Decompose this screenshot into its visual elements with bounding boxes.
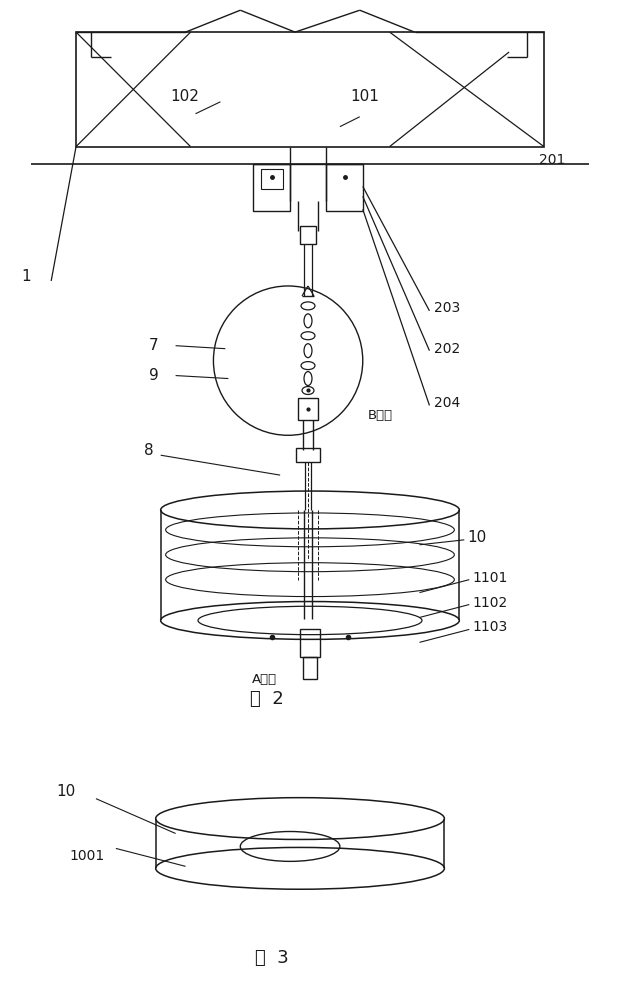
Bar [76,32,544,147]
Bar [296,448,320,462]
Text: 1001: 1001 [69,849,104,863]
Text: 202: 202 [434,342,460,356]
Text: 1101: 1101 [472,571,507,585]
Text: 102: 102 [171,89,200,104]
Text: 8: 8 [144,443,153,458]
Bar [298,398,318,420]
Text: 1: 1 [21,269,31,284]
Bar [303,657,317,679]
Bar [253,164,290,211]
Bar [261,169,283,189]
Text: 1102: 1102 [472,596,507,610]
Text: 9: 9 [149,368,158,383]
Bar [300,226,316,244]
Text: 101: 101 [350,89,379,104]
Text: 10: 10 [56,784,75,799]
Text: 201: 201 [539,153,565,167]
Text: B放大: B放大 [368,409,393,422]
Text: 203: 203 [434,301,460,315]
Text: 10: 10 [467,530,486,545]
Text: 204: 204 [434,396,460,410]
Text: 图  3: 图 3 [255,949,289,967]
Text: A放大: A放大 [252,673,277,686]
Text: 7: 7 [149,338,158,353]
Bar [326,164,363,211]
Bar [300,629,320,657]
Text: 1103: 1103 [472,620,507,634]
Text: 图  2: 图 2 [250,690,284,708]
